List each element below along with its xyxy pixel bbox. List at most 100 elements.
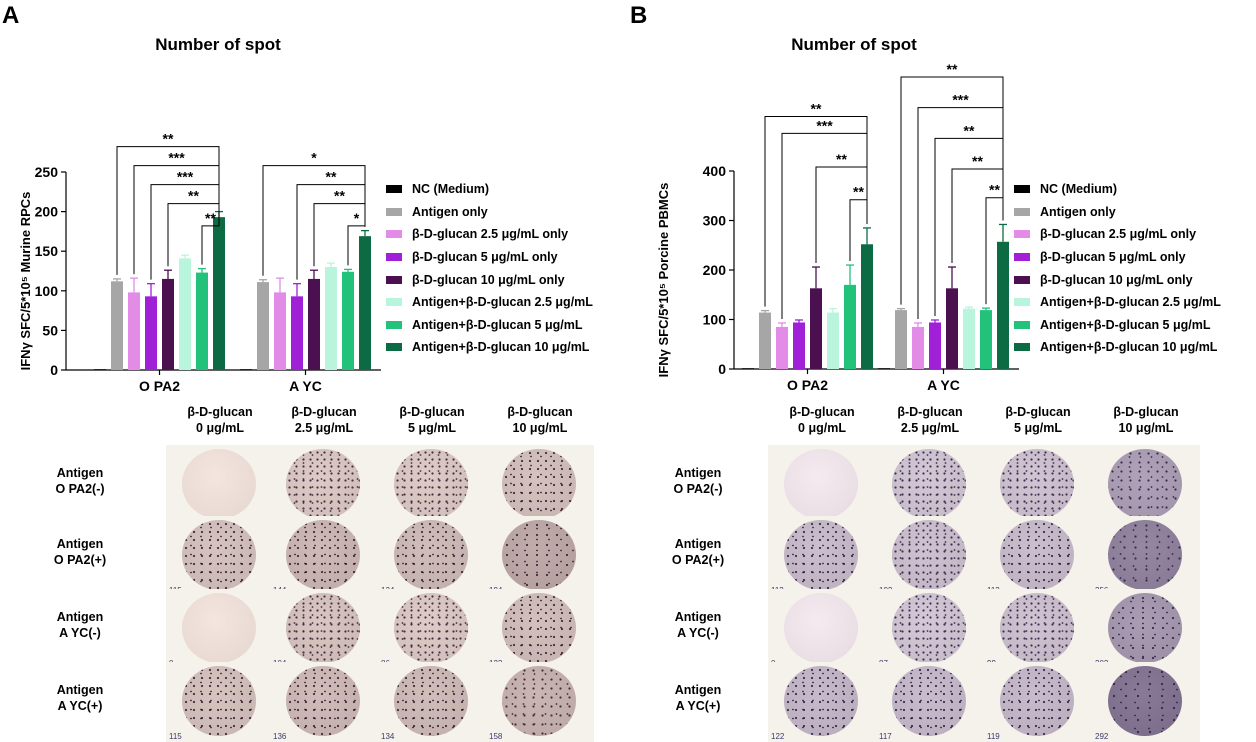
legend-swatch — [386, 275, 402, 284]
row-label: Antigen A YC(-) — [674, 610, 722, 640]
elispot-well-cell: 87 — [876, 589, 984, 669]
legend-swatch — [1014, 207, 1030, 216]
y-tick-label: 200 — [703, 262, 727, 278]
spot-count: 119 — [987, 732, 1000, 741]
elispot-well — [1108, 520, 1182, 590]
elispot-well — [1000, 449, 1074, 519]
row-label: Antigen A YC(+) — [56, 683, 104, 713]
significance-bracket — [917, 107, 1004, 319]
significance-bracket — [201, 207, 220, 265]
spot-count: 134 — [381, 732, 395, 741]
elispot-well-cell: 115 — [166, 516, 274, 596]
bar — [162, 278, 174, 370]
legend-swatch — [1014, 298, 1030, 307]
legend-label: Antigen+β-D-glucan 5 μg/mL — [412, 317, 583, 332]
elispot-well-cell: 118 — [486, 445, 594, 525]
elispot-well — [892, 593, 966, 663]
legend-item: Antigen+β-D-glucan 5 μg/mL — [386, 314, 593, 337]
elispot-well — [182, 593, 256, 663]
bar — [325, 267, 337, 370]
elispot-well — [394, 520, 468, 590]
significance-label: ** — [188, 188, 199, 204]
bar — [810, 288, 822, 369]
y-tick-label: 400 — [703, 163, 727, 179]
row-label: Antigen O PA2(+) — [53, 537, 107, 567]
legend-swatch — [1014, 185, 1030, 194]
bar — [946, 288, 958, 369]
legend-item: β-D-glucan 2.5 μg/mL only — [386, 223, 593, 246]
elispot-well-cell: 96 — [984, 445, 1092, 525]
elispot-well — [1000, 520, 1074, 590]
legend-item: β-D-glucan 10 μg/mL only — [386, 268, 593, 291]
elispot-well — [784, 449, 858, 519]
bar — [895, 310, 907, 369]
legend-item: NC (Medium) — [386, 178, 593, 201]
legend-label: β-D-glucan 5 μg/mL only — [1040, 250, 1186, 265]
chart-legend: NC (Medium) Antigen only β-D-glucan 2.5 μg… — [1014, 178, 1221, 359]
bar — [308, 278, 320, 370]
x-tick-label: A YC — [289, 378, 322, 394]
elispot-well — [1108, 666, 1182, 736]
bar — [776, 326, 788, 369]
row-label: Antigen O PA2(+) — [671, 537, 725, 567]
chart-title: Number of spot — [155, 35, 281, 54]
bar — [213, 217, 225, 370]
elispot-well-cell: 104 — [270, 589, 378, 669]
elispot-well — [502, 593, 576, 663]
elispot-well-cell: 136 — [270, 662, 378, 742]
column-header: β-D-glucan 5 μg/mL — [399, 405, 465, 435]
y-tick-label: 150 — [35, 243, 59, 259]
elispot-well-cell: 158 — [486, 662, 594, 742]
y-tick-label: 100 — [703, 312, 727, 328]
bar-chart: Number of spot IFNγ SFC/5*10⁵ Porcine PBM… — [656, 35, 1019, 393]
bar — [878, 368, 890, 369]
bar — [997, 241, 1009, 369]
legend-label: β-D-glucan 10 μg/mL only — [412, 272, 565, 287]
significance-bracket — [150, 184, 220, 280]
y-tick-label: 50 — [42, 322, 58, 338]
significance-label: *** — [816, 117, 833, 133]
bar — [240, 369, 252, 370]
significance-label: ** — [989, 182, 1000, 198]
elispot-well-cell: 202 — [1092, 589, 1200, 669]
column-header: β-D-glucan 2.5 μg/mL — [897, 405, 963, 435]
significance-label: * — [354, 210, 360, 226]
column-header: β-D-glucan 5 μg/mL — [1005, 405, 1071, 435]
column-header: β-D-glucan 0 μg/mL — [789, 405, 855, 435]
bar-chart: Number of spot IFNγ SFC/5*10⁵ Murine RPCs… — [18, 35, 381, 394]
bar — [929, 322, 941, 369]
y-tick-label: 100 — [35, 283, 59, 299]
bar — [291, 296, 303, 370]
significance-bracket — [167, 203, 220, 267]
legend-item: β-D-glucan 2.5 μg/mL only — [1014, 223, 1221, 246]
spot-count: 292 — [1095, 732, 1109, 741]
bar — [912, 326, 924, 369]
x-tick-label: O PA2 — [139, 378, 180, 394]
panel-a: A Number of spot IFNγ SFC/5*10⁵ Murine RP… — [0, 0, 628, 742]
column-header: β-D-glucan 10 μg/mL — [1113, 405, 1179, 435]
row-label: Antigen O PA2(-) — [55, 466, 105, 496]
elispot-well-cell: 122 — [768, 662, 876, 742]
legend-item: β-D-glucan 10 μg/mL only — [1014, 268, 1221, 291]
bar — [963, 308, 975, 369]
bar — [94, 369, 106, 370]
elispot-well — [784, 666, 858, 736]
significance-label: ** — [326, 169, 337, 185]
elispot-well-cell: 90 — [876, 445, 984, 525]
significance-label: ** — [836, 151, 847, 167]
elispot-well-cell: 0 — [166, 589, 274, 669]
legend-label: β-D-glucan 5 μg/mL only — [412, 250, 558, 265]
legend-swatch — [1014, 275, 1030, 284]
legend-label: Antigen+β-D-glucan 5 μg/mL — [1040, 317, 1211, 332]
legend-swatch — [1014, 253, 1030, 262]
elispot-well — [892, 520, 966, 590]
elispot-well — [1000, 593, 1074, 663]
elispot-well — [394, 593, 468, 663]
panel-letter: B — [630, 2, 648, 29]
significance-bracket — [849, 199, 868, 262]
elispot-well-cell: 0 — [768, 445, 876, 525]
y-axis-label: IFNγ SFC/5*10⁵ Murine RPCs — [18, 192, 33, 371]
legend-label: Antigen only — [412, 204, 488, 219]
legend-label: Antigen+β-D-glucan 10 μg/mL — [1040, 340, 1218, 355]
elispot-well-cell: 0 — [166, 445, 274, 525]
